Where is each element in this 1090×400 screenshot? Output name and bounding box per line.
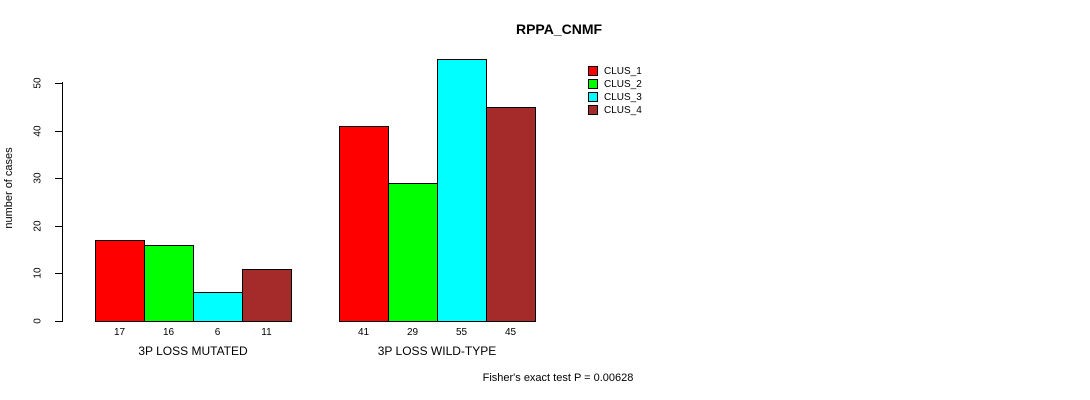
fisher-test-note: Fisher's exact test P = 0.00628 (482, 372, 634, 384)
bar-clus_2-group2 (388, 183, 438, 322)
y-tick-label-50: 50 (32, 77, 44, 89)
bar-clus_4-group2 (486, 107, 536, 322)
y-tick-0 (55, 321, 62, 322)
bar-value-label: 29 (406, 327, 419, 338)
bar-clus_2-group1 (144, 245, 194, 322)
bar-value-label: 45 (504, 327, 517, 338)
y-tick-label-20: 20 (32, 220, 44, 232)
y-tick-label-0: 0 (32, 318, 44, 324)
chart-title: RPPA_CNMF (515, 21, 603, 37)
x-axis-category-label: 3P LOSS MUTATED (138, 344, 248, 358)
legend-swatch-clus_1 (588, 66, 598, 76)
x-axis-category-label: 3P LOSS WILD-TYPE (377, 344, 497, 358)
bar-value-label: 55 (455, 327, 468, 338)
legend-label-clus_4: CLUS_4 (604, 105, 642, 116)
y-tick-50 (55, 83, 62, 84)
y-tick-label-40: 40 (32, 125, 44, 137)
legend-swatch-clus_4 (588, 105, 598, 115)
legend-swatch-clus_2 (588, 79, 598, 89)
bar-value-label: 6 (214, 327, 221, 338)
y-tick-30 (55, 178, 62, 180)
y-axis-line (62, 82, 63, 322)
bar-value-label: 11 (261, 327, 272, 338)
bar-value-label: 41 (357, 327, 370, 338)
y-tick-10 (55, 273, 62, 275)
y-tick-label-10: 10 (32, 267, 44, 279)
bar-clus_1-group1 (95, 240, 145, 322)
bar-clus_4-group1 (242, 269, 292, 322)
y-axis-label: number of cases (3, 147, 15, 229)
bar-clus_1-group2 (339, 126, 389, 322)
bar-value-label: 16 (162, 327, 175, 338)
bar-clus_3-group2 (437, 59, 487, 322)
y-tick-20 (55, 225, 62, 227)
legend-label-clus_2: CLUS_2 (604, 79, 642, 90)
legend-label-clus_3: CLUS_3 (604, 92, 642, 103)
bar-value-label: 17 (113, 327, 126, 338)
bar-clus_3-group1 (193, 292, 243, 322)
legend-label-clus_1: CLUS_1 (604, 66, 642, 77)
y-tick-label-30: 30 (32, 172, 44, 184)
legend-swatch-clus_3 (588, 92, 598, 102)
y-tick-40 (55, 130, 62, 132)
